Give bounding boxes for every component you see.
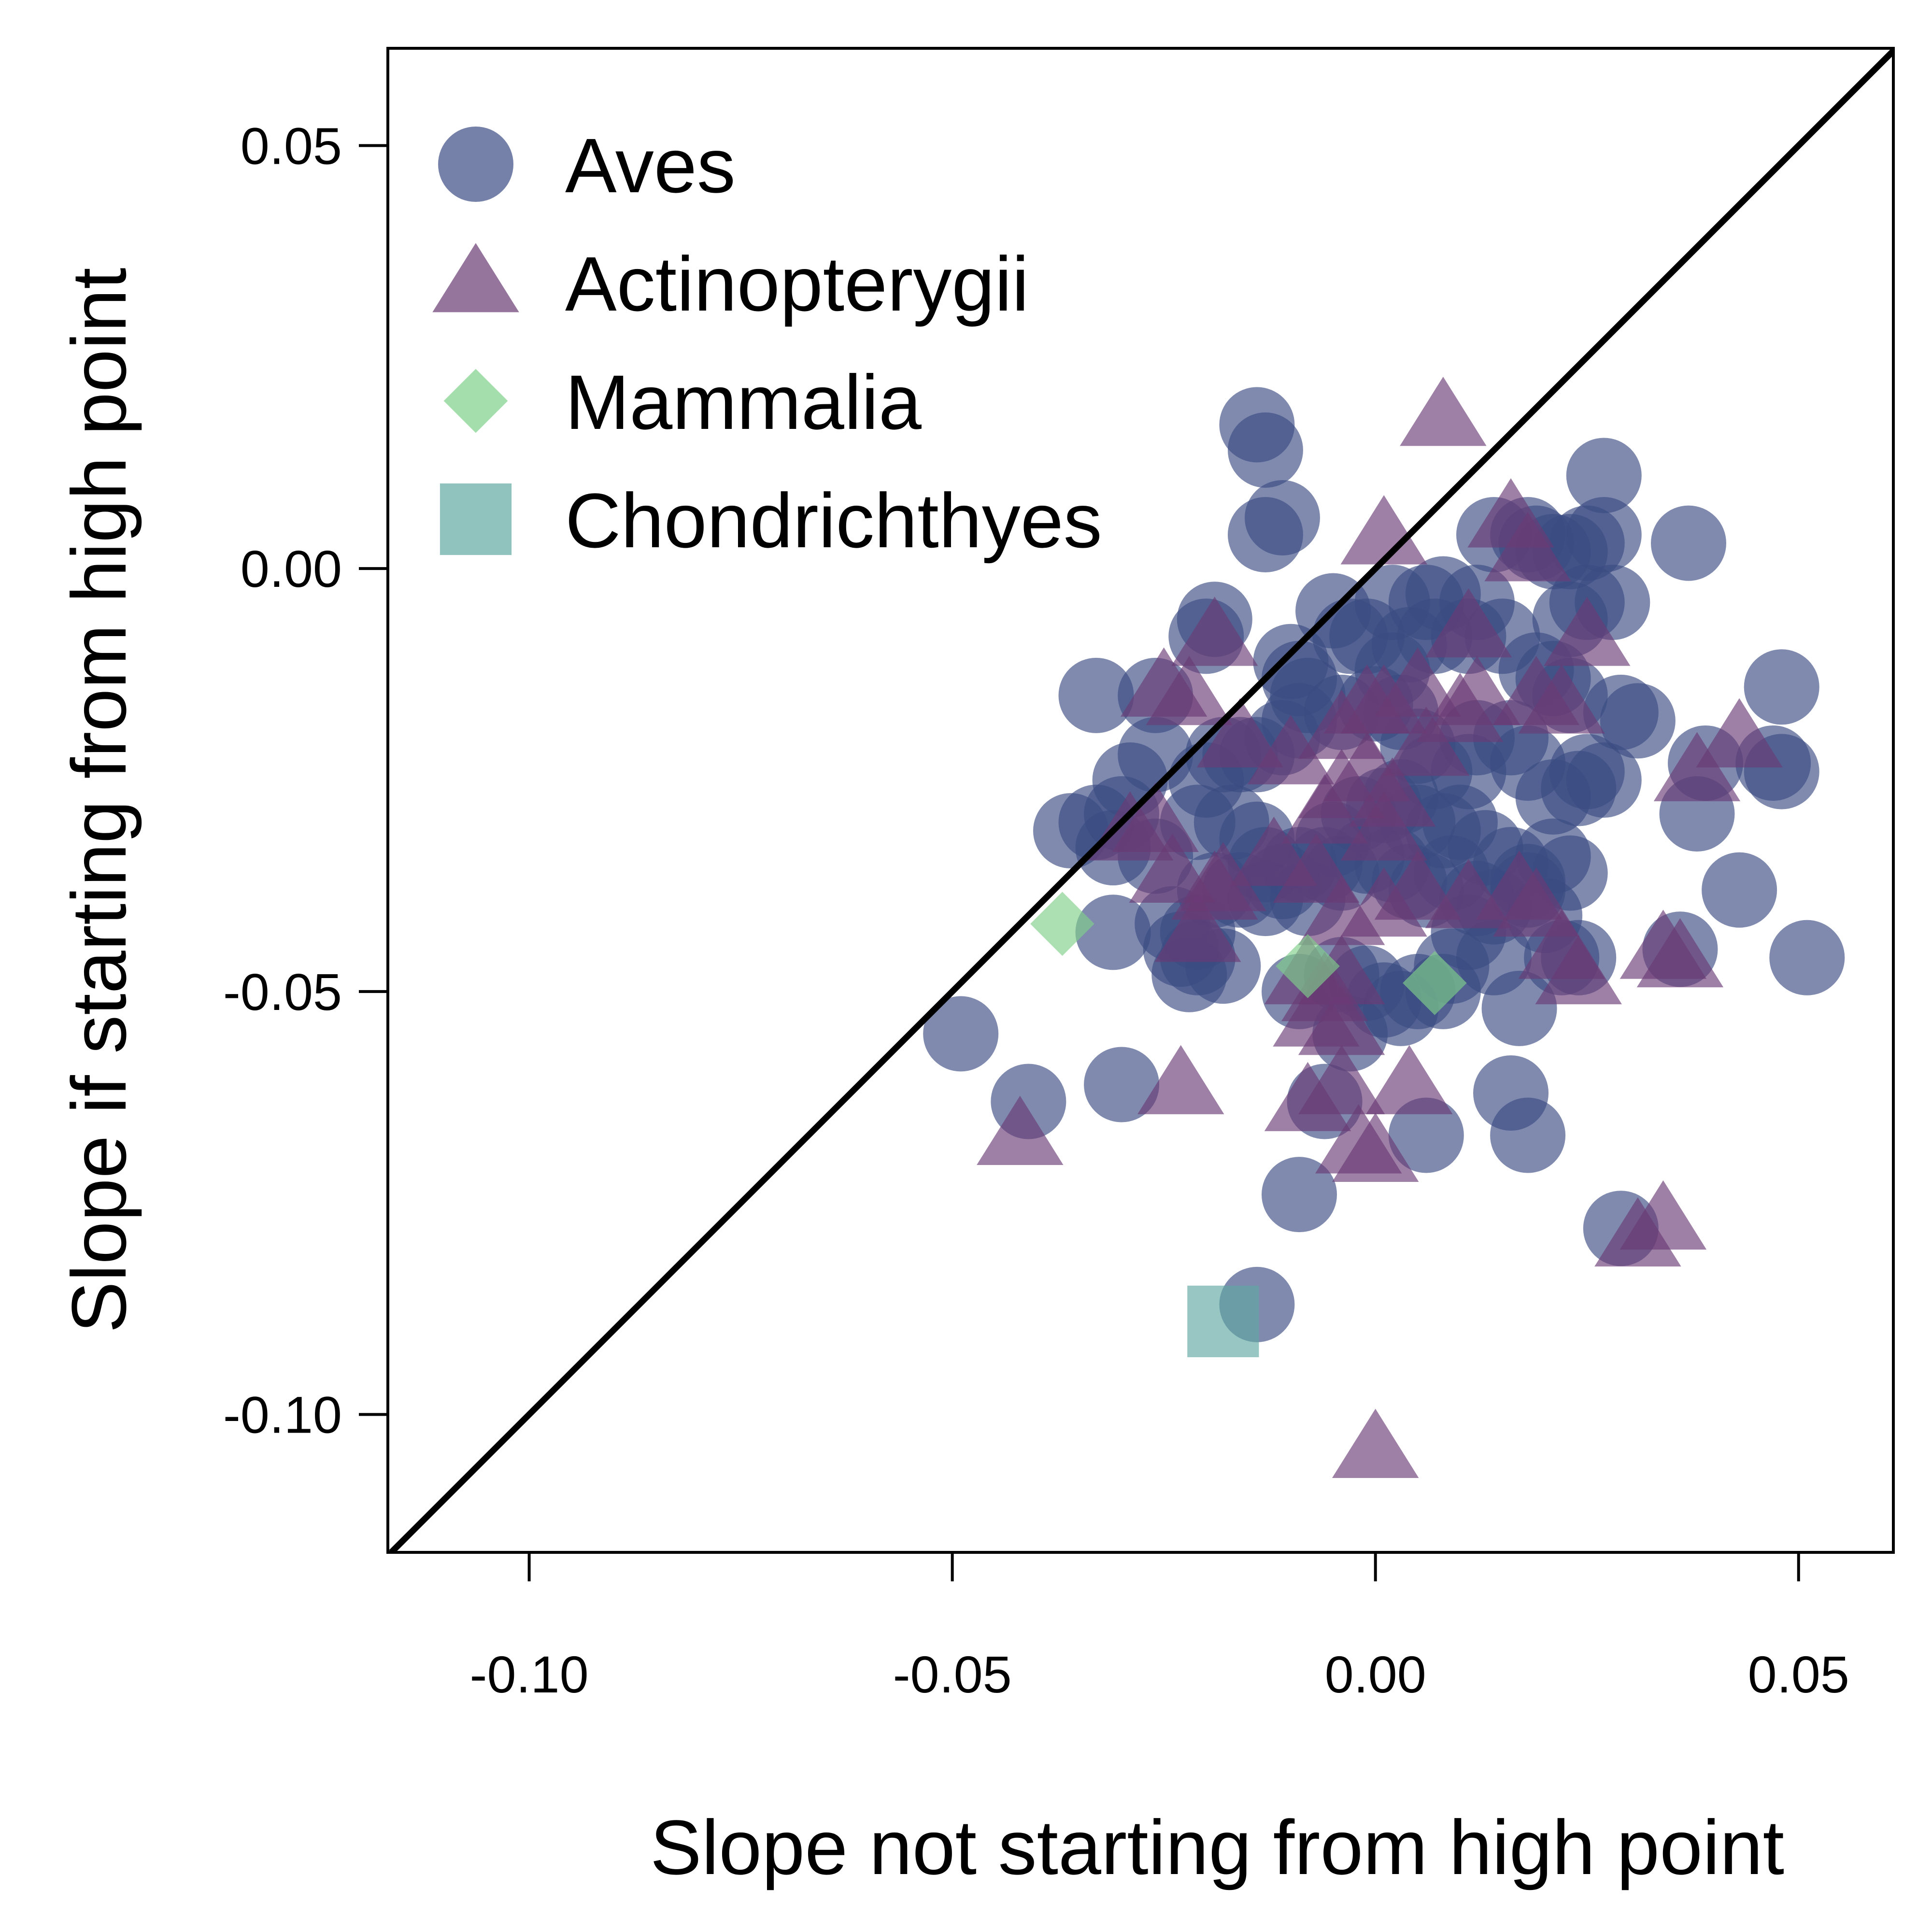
data-point-actinopterygii: [1298, 1045, 1385, 1114]
data-point-actinopterygii: [1544, 597, 1631, 666]
data-point-chondrichthyes: [1187, 1285, 1259, 1357]
data-point-aves: [1744, 649, 1819, 725]
data-point-aves: [1769, 920, 1845, 995]
data-point-actinopterygii: [1636, 918, 1724, 988]
x-tick-label: 0.00: [1325, 1645, 1426, 1704]
data-point-actinopterygii: [1653, 732, 1741, 801]
data-point-actinopterygii: [1696, 698, 1783, 767]
data-point-actinopterygii: [1340, 791, 1427, 861]
data-point-aves: [1481, 970, 1557, 1046]
data-point-actinopterygii: [1179, 842, 1267, 911]
data-point-actinopterygii: [1518, 664, 1605, 734]
data-point-actinopterygii: [977, 1095, 1064, 1165]
data-point-actinopterygii: [1374, 647, 1462, 717]
x-axis-label: Slope not starting from high point: [650, 1804, 1784, 1890]
data-point-actinopterygii: [1340, 495, 1427, 565]
data-point-mammalia: [1403, 951, 1467, 1015]
data-point-aves: [1058, 657, 1134, 733]
identity-line: [389, 48, 1893, 1552]
data-point-aves: [1566, 438, 1642, 513]
data-points: [923, 376, 1845, 1478]
data-point-aves: [1084, 1047, 1160, 1122]
legend: Aves Actinopterygii Mammalia Chondrichthyes: [432, 122, 1102, 564]
legend-label-mammalia: Mammalia: [565, 359, 922, 445]
legend-marker-chondrichthyes: [440, 483, 512, 555]
legend-marker-actinopterygii: [432, 243, 519, 313]
data-point-actinopterygii: [1273, 977, 1360, 1047]
data-point-actinopterygii: [1594, 1197, 1681, 1267]
data-point-actinopterygii: [1425, 588, 1512, 658]
data-point-actinopterygii: [1146, 655, 1233, 725]
data-point-actinopterygii: [1518, 909, 1605, 979]
data-point-actinopterygii: [1383, 707, 1470, 776]
x-tick-label: 0.05: [1748, 1645, 1849, 1704]
data-point-actinopterygii: [1434, 655, 1520, 725]
data-point-actinopterygii: [1332, 1408, 1419, 1478]
legend-marker-mammalia: [443, 369, 508, 433]
data-point-actinopterygii: [1196, 698, 1284, 767]
data-point-aves: [1650, 505, 1726, 581]
data-point-mammalia: [1030, 892, 1094, 956]
data-point-mammalia: [1276, 934, 1340, 998]
x-axis: -0.10 -0.05 0.00 0.05: [470, 1552, 1849, 1704]
data-point-actinopterygii: [1366, 1045, 1453, 1114]
x-tick-label: -0.05: [893, 1645, 1012, 1704]
y-axis: 0.05 0.00 -0.05 -0.10: [223, 116, 388, 1444]
plot-frame: [386, 47, 1895, 1554]
data-point-actinopterygii: [1154, 893, 1241, 962]
data-point-aves: [1262, 1157, 1337, 1233]
data-point-aves: [1227, 497, 1303, 573]
data-point-aves: [923, 996, 999, 1072]
data-point-aves: [1600, 683, 1676, 759]
data-point-actinopterygii: [1484, 512, 1571, 582]
data-point-aves: [1075, 895, 1151, 970]
data-point-actinopterygii: [1374, 850, 1462, 920]
data-point-actinopterygii: [1332, 1112, 1419, 1182]
y-tick-label: 0.00: [241, 540, 342, 598]
data-point-actinopterygii: [1281, 774, 1368, 844]
legend-label-actinopterygii: Actinopterygii: [565, 241, 1029, 327]
y-tick-label: 0.05: [241, 116, 342, 175]
legend-label-chondrichthyes: Chondrichthyes: [565, 477, 1102, 564]
data-point-actinopterygii: [1086, 791, 1174, 861]
data-point-actinopterygii: [1400, 376, 1487, 446]
data-point-aves: [1566, 497, 1642, 573]
data-point-aves: [1227, 412, 1303, 488]
x-tick-label: -0.10: [470, 1645, 589, 1704]
data-point-aves: [1490, 1097, 1566, 1173]
y-tick-label: -0.05: [223, 963, 342, 1021]
data-point-actinopterygii: [1247, 715, 1335, 784]
legend-marker-aves: [438, 127, 513, 202]
data-point-aves: [1702, 852, 1777, 928]
y-axis-label: Slope if starting from high point: [56, 268, 142, 1333]
data-point-actinopterygii: [1137, 1045, 1224, 1114]
y-tick-label: -0.10: [223, 1386, 342, 1444]
data-point-actinopterygii: [1171, 597, 1258, 666]
data-point-aves: [1388, 1097, 1464, 1173]
legend-label-aves: Aves: [565, 122, 736, 209]
